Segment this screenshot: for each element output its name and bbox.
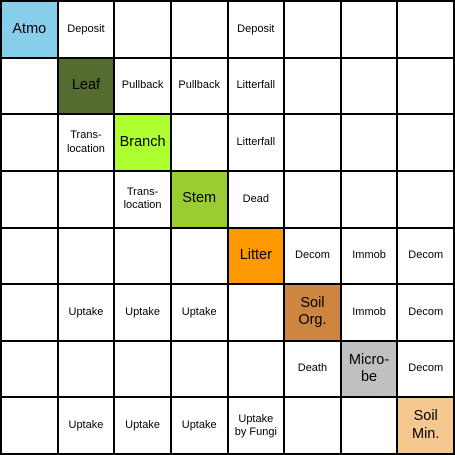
flow-cell: Immob: [352, 305, 386, 318]
flow-cell: Death: [297, 362, 328, 375]
empty-cell: [114, 341, 171, 398]
flow-cell: Pullback: [178, 79, 220, 92]
empty-cell: [341, 58, 398, 115]
flow-cell: Dead: [242, 192, 269, 205]
pool-cell: Soil Org.: [284, 284, 341, 341]
pool-cell: Leaf: [57, 57, 115, 115]
grid-line-vertical: [283, 0, 286, 455]
empty-cell: [114, 228, 171, 285]
empty-cell: [1, 341, 58, 398]
pool-cell: Soil Min.: [397, 397, 454, 454]
empty-cell: [171, 1, 228, 58]
grid-line-horizontal: [0, 226, 455, 229]
empty-cell: [1, 58, 58, 115]
empty-cell: [228, 341, 285, 398]
empty-cell: [171, 341, 228, 398]
grid-line-vertical: [396, 0, 399, 455]
empty-cell: [58, 341, 115, 398]
flow-cell: Uptake: [68, 305, 104, 318]
pool-cell: Atmo: [1, 1, 58, 58]
grid-line-horizontal: [0, 339, 455, 342]
empty-cell: [341, 397, 398, 454]
grid-line-vertical: [453, 0, 455, 455]
empty-cell: [341, 171, 398, 228]
flow-cell: Litterfall: [236, 79, 276, 92]
empty-cell: [58, 228, 115, 285]
empty-cell: [1, 171, 58, 228]
grid-line-horizontal: [0, 453, 455, 455]
flow-cell: Trans- location: [123, 186, 162, 212]
empty-cell: [341, 114, 398, 171]
flow-cell: Decom: [408, 249, 444, 262]
empty-cell: [397, 1, 454, 58]
pool-cell: Litter: [227, 227, 285, 285]
pool-cell: Stem: [170, 170, 228, 228]
empty-cell: [284, 397, 341, 454]
empty-cell: [284, 58, 341, 115]
flow-cell: Decom: [295, 249, 330, 262]
flow-cell: Uptake: [125, 305, 160, 318]
flow-cell: Deposit: [237, 22, 275, 35]
empty-cell: [284, 171, 341, 228]
empty-cell: [1, 228, 58, 285]
flow-cell: Trans- location: [66, 129, 105, 155]
grid-line-horizontal: [0, 283, 455, 286]
empty-cell: [228, 284, 285, 341]
empty-cell: [397, 114, 454, 171]
empty-cell: [114, 1, 171, 58]
flow-cell: Decom: [408, 305, 444, 318]
flow-cell: Decom: [408, 362, 444, 375]
pool-cell: Micro- be: [340, 340, 398, 398]
flow-cell: Uptake: [68, 419, 104, 432]
flow-cell: Litterfall: [236, 135, 276, 148]
empty-cell: [1, 114, 58, 171]
empty-cell: [397, 58, 454, 115]
empty-cell: [284, 114, 341, 171]
empty-cell: [284, 1, 341, 58]
empty-cell: [171, 114, 228, 171]
flow-cell: Deposit: [67, 22, 105, 35]
flow-cell: Uptake by Fungi: [234, 412, 277, 438]
empty-cell: [1, 284, 58, 341]
pool-cell: Branch: [114, 114, 171, 171]
grid-line-horizontal: [0, 396, 455, 399]
empty-cell: [397, 171, 454, 228]
empty-cell: [1, 397, 58, 454]
flow-cell: Uptake: [181, 305, 217, 318]
grid-line-vertical: [339, 0, 342, 455]
empty-cell: [58, 171, 115, 228]
flow-cell: Pullback: [121, 79, 164, 92]
flow-cell: Immob: [352, 249, 386, 262]
flow-cell: Uptake: [181, 419, 217, 432]
empty-cell: [341, 1, 398, 58]
flow-cell: Uptake: [125, 419, 160, 432]
empty-cell: [171, 228, 228, 285]
